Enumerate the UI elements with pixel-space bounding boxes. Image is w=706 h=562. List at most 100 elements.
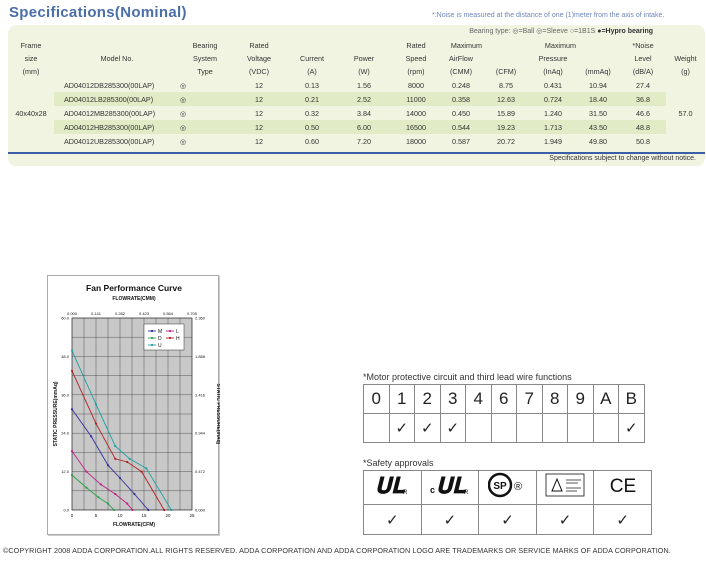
data-point-D: [112, 508, 116, 512]
spec-header-cell: (g): [681, 67, 690, 76]
ball-symbol: ◎: [512, 28, 519, 35]
legend-marker-L: [168, 329, 172, 333]
empty-check-cell: [363, 413, 390, 443]
data-point-L: [126, 502, 129, 505]
spec-header-cell: [54, 39, 180, 52]
spec-cell-model: AD04012HB285300(00LAP): [54, 120, 180, 134]
data-point-H: [126, 460, 129, 464]
motor-title: *Motor protective circuit and third lead…: [363, 372, 572, 382]
legend-marker-H: [168, 336, 172, 340]
spec-header-cell: *Noise: [632, 41, 654, 50]
check-mark-icon: ✓: [535, 504, 595, 535]
empty-check-cell: [465, 413, 492, 443]
legend-label-M: M: [158, 329, 162, 335]
motor-code-cell: 3: [439, 384, 466, 414]
y-tick-label: 36.0: [61, 392, 70, 397]
right-tick-label: 0.000: [195, 508, 206, 513]
spec-cell-model: AD04012MB285300(00LAP): [64, 108, 156, 118]
spec-header-cell: Maximum: [544, 41, 576, 50]
data-point-U: [114, 444, 117, 448]
spec-cell-cmm: 0.587: [452, 136, 470, 146]
right-tick-label: 0.944: [195, 431, 206, 436]
motor-code-cell: A: [592, 384, 619, 414]
y-tick-label: 0.0: [63, 508, 69, 513]
spec-cell-inaq: 0.724: [530, 92, 576, 106]
series-line-L: [71, 450, 133, 511]
data-point-L: [114, 492, 117, 496]
spec-cell-inaq: 1.713: [530, 120, 576, 134]
spec-row: 40x40x28 AD04012DB285300(00LAP) ◎ 12 0.13 1.5…: [8, 78, 705, 118]
spec-header-cell: [576, 52, 620, 65]
data-point-M: [70, 408, 74, 411]
spec-header-cell: Power: [353, 54, 375, 63]
frame-size-cell: 40x40x28: [15, 108, 47, 118]
spec-cell-mmaq: 18.40: [576, 92, 620, 106]
legend-marker-D: [150, 336, 154, 340]
right-tick-label: 0.472: [195, 469, 206, 474]
data-point-L: [85, 470, 88, 473]
spec-header-cell: Type: [197, 67, 213, 76]
svg-text:c: c: [430, 485, 435, 495]
spec-header-cell: [482, 52, 530, 65]
legend-marker-U: [150, 343, 154, 347]
cul-logo: c 𝐔𝐋 R: [420, 470, 480, 505]
motor-code-cell: 1: [388, 384, 415, 414]
spec-cell-bearing: ◎: [180, 80, 187, 90]
spec-cell-current: 0.32: [305, 108, 319, 118]
spec-cell-mmaq: 31.50: [589, 108, 607, 118]
spec-cell-inaq: 1.949: [544, 136, 562, 146]
svg-text:CE: CE: [609, 476, 635, 496]
spec-header-cell: [336, 39, 392, 52]
weight-cell: 57.0: [678, 108, 693, 118]
safety-title: *Safety approvals: [363, 458, 434, 468]
motor-code-cell: 8: [541, 384, 568, 414]
x-tick-label: 20: [165, 513, 171, 518]
empty-check-cell: [490, 413, 517, 443]
page-title: Specifications(Nominal): [9, 4, 187, 21]
series-line-H: [71, 370, 165, 511]
spec-row: AD04012HB285300(00LAP) ◎ 12 0.50 6.00 16500 0.…: [8, 120, 705, 134]
x-tick-label: 15: [141, 513, 147, 518]
right-tick-label: 1.888: [195, 354, 206, 359]
spec-cell-speed: 11000: [392, 92, 440, 106]
legend-label-U: U: [158, 343, 162, 349]
spec-cell-cmm: 0.248: [452, 80, 470, 90]
spec-header-cell: Voltage: [247, 54, 271, 63]
top-tick-label: 0.141: [91, 311, 102, 316]
y-axis-label: STATIC PRESSURE(mmAq): [53, 381, 59, 446]
spec-header-cell: (VDC): [249, 67, 269, 76]
data-point-U: [70, 349, 74, 352]
spec-cell-speed: 8000: [408, 80, 424, 90]
data-point-L: [70, 450, 74, 453]
motor-code-cell: 4: [465, 384, 492, 414]
spec-header-cell: Maximum: [450, 41, 482, 50]
spec-cell-power: 6.00: [336, 120, 392, 134]
data-point-H: [163, 508, 166, 512]
spec-cell-model: AD04012UB285300(00LAP): [64, 136, 155, 146]
ball-label: =Ball: [518, 28, 535, 35]
spec-cell-bearing: ◎: [180, 108, 187, 118]
spec-header-cell: Rated: [249, 41, 269, 50]
spec-header-cell: (A): [307, 67, 317, 76]
data-point-U: [128, 457, 131, 460]
series-line-M: [71, 408, 149, 511]
spec-cell-speed: 18000: [406, 136, 426, 146]
data-point-H: [140, 470, 143, 473]
legend-label-D: D: [158, 336, 162, 342]
motor-code-cell: 0: [363, 384, 390, 414]
data-point-M: [118, 476, 122, 480]
spec-header-cell: (mmAq): [585, 67, 611, 76]
check-mark-icon: ✓: [363, 504, 422, 535]
spec-header-cell: (W): [358, 67, 370, 76]
motor-code-cell: 2: [414, 384, 441, 414]
spec-table: Frame Bearing Rated Rated Maximum Maximum *Noi…: [8, 39, 705, 148]
spec-cell-cmm: 0.544: [440, 120, 482, 134]
x-tick-label: 25: [189, 513, 195, 518]
data-point-D: [70, 474, 74, 477]
spec-header-cell: (InAq): [543, 67, 563, 76]
copyright-notice: ©COPYRIGHT 2008 ADDA CORPORATION.ALL RIG…: [3, 546, 671, 555]
data-point-D: [85, 486, 88, 489]
hypro-symbol: ●: [597, 28, 602, 35]
empty-check-cell: [592, 413, 619, 443]
data-point-H: [94, 422, 98, 425]
